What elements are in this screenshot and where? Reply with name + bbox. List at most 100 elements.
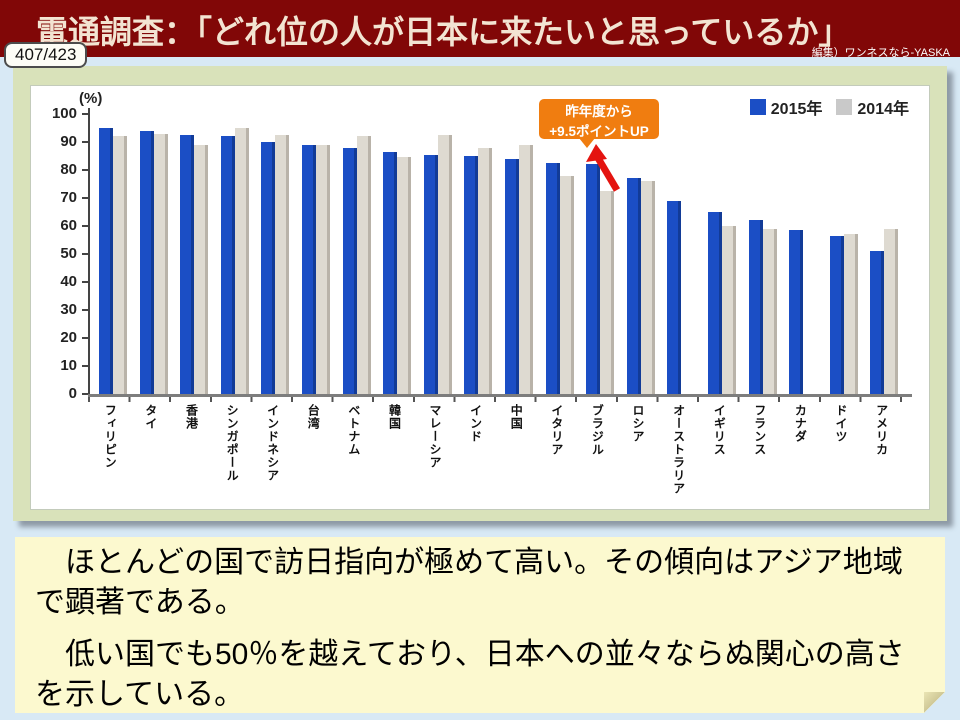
category-labels-row: フィリピン タイ 香港 シンガポール インドネシア 台湾 ベトナム 韓国 マレーシア インド 中国イ… [90, 404, 902, 495]
category-slot: インドネシア [252, 404, 293, 495]
y-axis-unit-label: (%) [79, 90, 103, 107]
category-slot: フィリピン [90, 404, 131, 495]
legend-swatch-icon [749, 99, 766, 115]
bar-group-オーストラリア [658, 114, 699, 394]
category-slot: カナダ [780, 404, 821, 495]
category-slot: アメリカ [861, 404, 902, 495]
y-axis-labels: 0 10 20 30 40 50 60 70 80 90 100 [31, 86, 83, 406]
x-axis-ticks [88, 397, 912, 402]
bar-2014年-韓国 [397, 157, 412, 394]
bar-2014年-ドイツ [843, 234, 858, 394]
bar-group-フランス [740, 114, 781, 394]
category-slot: 中国 [496, 404, 537, 495]
y-tick-label: 90 [60, 133, 77, 150]
bars-row [90, 114, 902, 394]
bar-group-韓国 [374, 114, 415, 394]
bar-2015年-カナダ [789, 230, 804, 394]
bar-2015年-タイ [139, 130, 154, 394]
bar-2015年-インドネシア [261, 142, 276, 394]
legend-label: 2014年 [857, 101, 909, 118]
y-tick-label: 20 [60, 329, 77, 346]
bar-2015年-アメリカ [870, 251, 885, 394]
category-slot: 韓国 [374, 404, 415, 495]
bar-group-フィリピン [90, 114, 131, 394]
legend-swatch-icon [836, 99, 853, 115]
bar-2014年-ロシア [640, 181, 655, 394]
bar-2014年-台湾 [315, 144, 330, 394]
bar-2015年-イギリス [707, 212, 722, 394]
bar-2015年-オーストラリア [667, 200, 682, 394]
bar-2015年-フィリピン [99, 128, 113, 394]
bar-group-台湾 [293, 114, 334, 394]
y-tick-label: 80 [60, 161, 77, 178]
category-slot: インド [455, 404, 496, 495]
y-tick-label: 10 [60, 357, 77, 374]
category-label: 韓国 [387, 404, 402, 430]
category-slot: 台湾 [293, 404, 334, 495]
bar-group-カナダ [780, 114, 821, 394]
bar-2014年-フィリピン [113, 136, 127, 394]
x-axis-line [88, 394, 912, 397]
commentary-box: ほとんどの国で訪日指向が極めて高い。その傾向はアジア地域で顕著である。 低い国で… [15, 537, 945, 713]
category-label: ドイツ [833, 404, 848, 443]
y-tick-label: 70 [60, 189, 77, 206]
category-slot: ロシア [618, 404, 659, 495]
category-slot: タイ [131, 404, 172, 495]
bar-2015年-シンガポール [220, 136, 235, 394]
bar-2014年-インドネシア [275, 135, 290, 394]
bar-2014年-マレーシア [437, 135, 452, 394]
category-label: ロシア [631, 404, 646, 443]
category-slot: オーストラリア [658, 404, 699, 495]
category-label: オーストラリア [671, 404, 686, 495]
category-label: タイ [143, 404, 158, 430]
bar-2014年-シンガポール [234, 128, 249, 394]
category-slot: シンガポール [212, 404, 253, 495]
bar-2015年-マレーシア [423, 154, 438, 394]
y-tick-label: 50 [60, 245, 77, 262]
chart-panel: (%) 2015年 2014年 0 10 20 30 40 50 60 70 80 90 100 フィ… [13, 66, 947, 521]
annotation-callout: 昨年度から +9.5ポイントUP [539, 99, 659, 148]
legend-item-2014年: 2014年 [836, 95, 909, 119]
category-label: マレーシア [428, 404, 443, 469]
bar-2014年-香港 [194, 144, 209, 394]
page-title: 電通調査：「どれ位の人が日本に来たいと思っているか」 [36, 14, 851, 50]
y-tick-label: 100 [51, 105, 77, 122]
bar-2015年-ドイツ [829, 235, 844, 394]
category-label: 中国 [509, 404, 524, 430]
up-arrow-icon [586, 144, 621, 192]
y-axis-line [88, 108, 90, 396]
bar-chart: (%) 2015年 2014年 0 10 20 30 40 50 60 70 80 90 100 フィ… [30, 85, 930, 510]
category-label: アメリカ [874, 404, 889, 456]
bar-group-イギリス [699, 114, 740, 394]
bar-2014年-ブラジル [600, 191, 615, 394]
legend-item-2015年: 2015年 [749, 95, 823, 119]
y-axis-ticks [82, 113, 88, 397]
category-label: インド [468, 404, 483, 443]
category-label: フィリピン [103, 404, 118, 469]
bar-group-中国 [496, 114, 537, 394]
bar-group-アメリカ [861, 114, 902, 394]
category-label: イタリア [549, 404, 564, 456]
bar-group-ベトナム [334, 114, 375, 394]
bar-group-ドイツ [821, 114, 862, 394]
category-label: イギリス [712, 404, 727, 456]
bar-2014年-イタリア [559, 175, 574, 394]
bar-2014年-中国 [518, 144, 533, 394]
bar-group-ロシア [618, 114, 659, 394]
bar-2014年-アメリカ [884, 228, 899, 394]
bar-2015年-韓国 [383, 151, 398, 394]
commentary-paragraph-1: ほとんどの国で訪日指向が極めて高い。その傾向はアジア地域で顕著である。 [35, 546, 903, 619]
category-slot: ベトナム [334, 404, 375, 495]
bar-group-香港 [171, 114, 212, 394]
category-slot: フランス [740, 404, 781, 495]
category-slot: ブラジル [577, 404, 618, 495]
category-slot: マレーシア [415, 404, 456, 495]
annotation-line2: +9.5ポイントUP [549, 123, 649, 139]
category-slot: 香港 [171, 404, 212, 495]
bar-group-シンガポール [212, 114, 253, 394]
category-label: ベトナム [346, 404, 361, 456]
legend-label: 2015年 [770, 101, 823, 118]
bar-2014年-インド [478, 147, 493, 394]
bar-2015年-香港 [180, 135, 195, 394]
